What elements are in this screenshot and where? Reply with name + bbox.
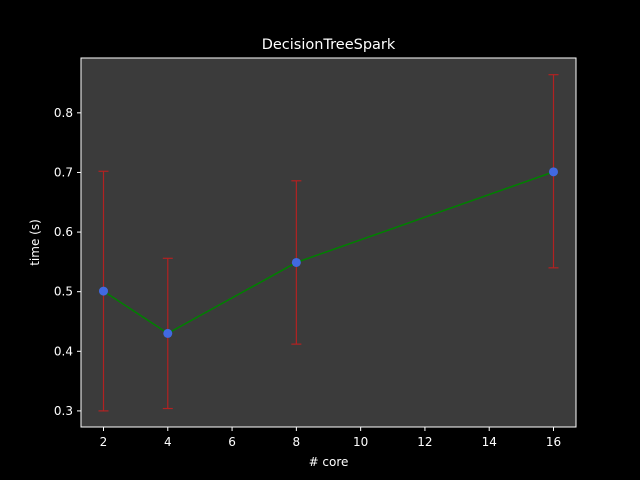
- series-line: [103, 171, 554, 335]
- y-tick-label: 0.7: [54, 165, 73, 179]
- data-point: [549, 167, 558, 177]
- x-tick-label: 14: [482, 435, 497, 449]
- data-points: [99, 167, 558, 338]
- x-axis-label: # core: [309, 455, 349, 469]
- y-tick-label: 0.5: [54, 285, 73, 299]
- y-tick-label: 0.3: [54, 404, 73, 418]
- x-axis-ticks: 2 4 6 8 10 12 14 16: [100, 427, 561, 449]
- series-line-group: [103, 171, 554, 335]
- y-axis-ticks: 0.3 0.4 0.5 0.6 0.7 0.8: [54, 106, 81, 418]
- data-point: [291, 257, 301, 267]
- x-tick-label: 8: [293, 435, 301, 449]
- plot-area: [81, 58, 576, 427]
- chart-title: DecisionTreeSpark: [262, 37, 396, 53]
- y-tick-label: 0.4: [54, 344, 73, 358]
- x-tick-label: 10: [353, 435, 368, 449]
- plot-frame: [80, 57, 577, 428]
- x-tick-label: 2: [100, 435, 108, 449]
- data-point: [163, 328, 173, 338]
- x-tick-label: 4: [164, 435, 172, 449]
- y-tick-label: 0.6: [54, 225, 73, 239]
- x-tick-label: 6: [228, 435, 236, 449]
- x-tick-label: 12: [417, 435, 432, 449]
- data-point: [99, 286, 108, 296]
- x-tick-label: 16: [546, 435, 561, 449]
- y-axis-label: time (s): [28, 219, 42, 266]
- y-tick-label: 0.8: [54, 106, 73, 120]
